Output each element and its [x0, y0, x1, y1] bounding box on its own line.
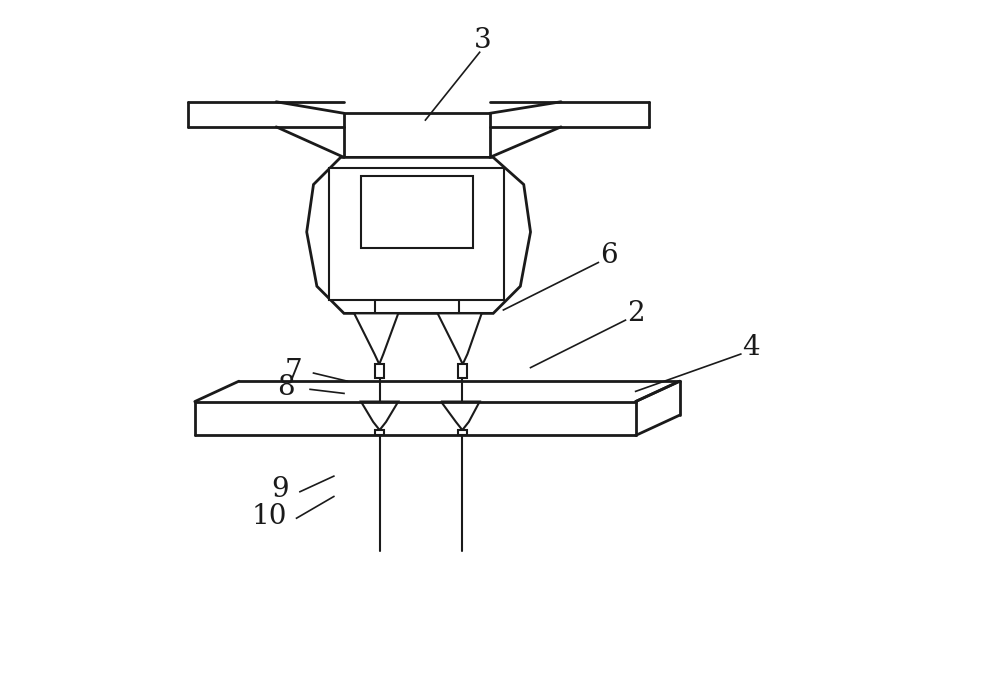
Text: 3: 3: [474, 27, 492, 54]
Text: 8: 8: [278, 375, 295, 402]
Polygon shape: [438, 313, 482, 364]
Polygon shape: [354, 313, 398, 364]
Bar: [375, 364, 384, 378]
Text: 10: 10: [252, 503, 287, 530]
Text: 9: 9: [271, 476, 288, 503]
Polygon shape: [307, 157, 531, 313]
Bar: [344, 113, 490, 157]
Polygon shape: [441, 402, 480, 430]
Bar: [361, 176, 473, 248]
Bar: [375, 430, 384, 435]
Text: 6: 6: [600, 242, 617, 269]
Bar: [458, 364, 467, 378]
Bar: [329, 168, 504, 300]
Text: 4: 4: [742, 334, 760, 361]
Text: 7: 7: [284, 358, 302, 385]
Bar: [458, 430, 467, 435]
Polygon shape: [361, 402, 398, 430]
Text: 2: 2: [627, 300, 644, 327]
